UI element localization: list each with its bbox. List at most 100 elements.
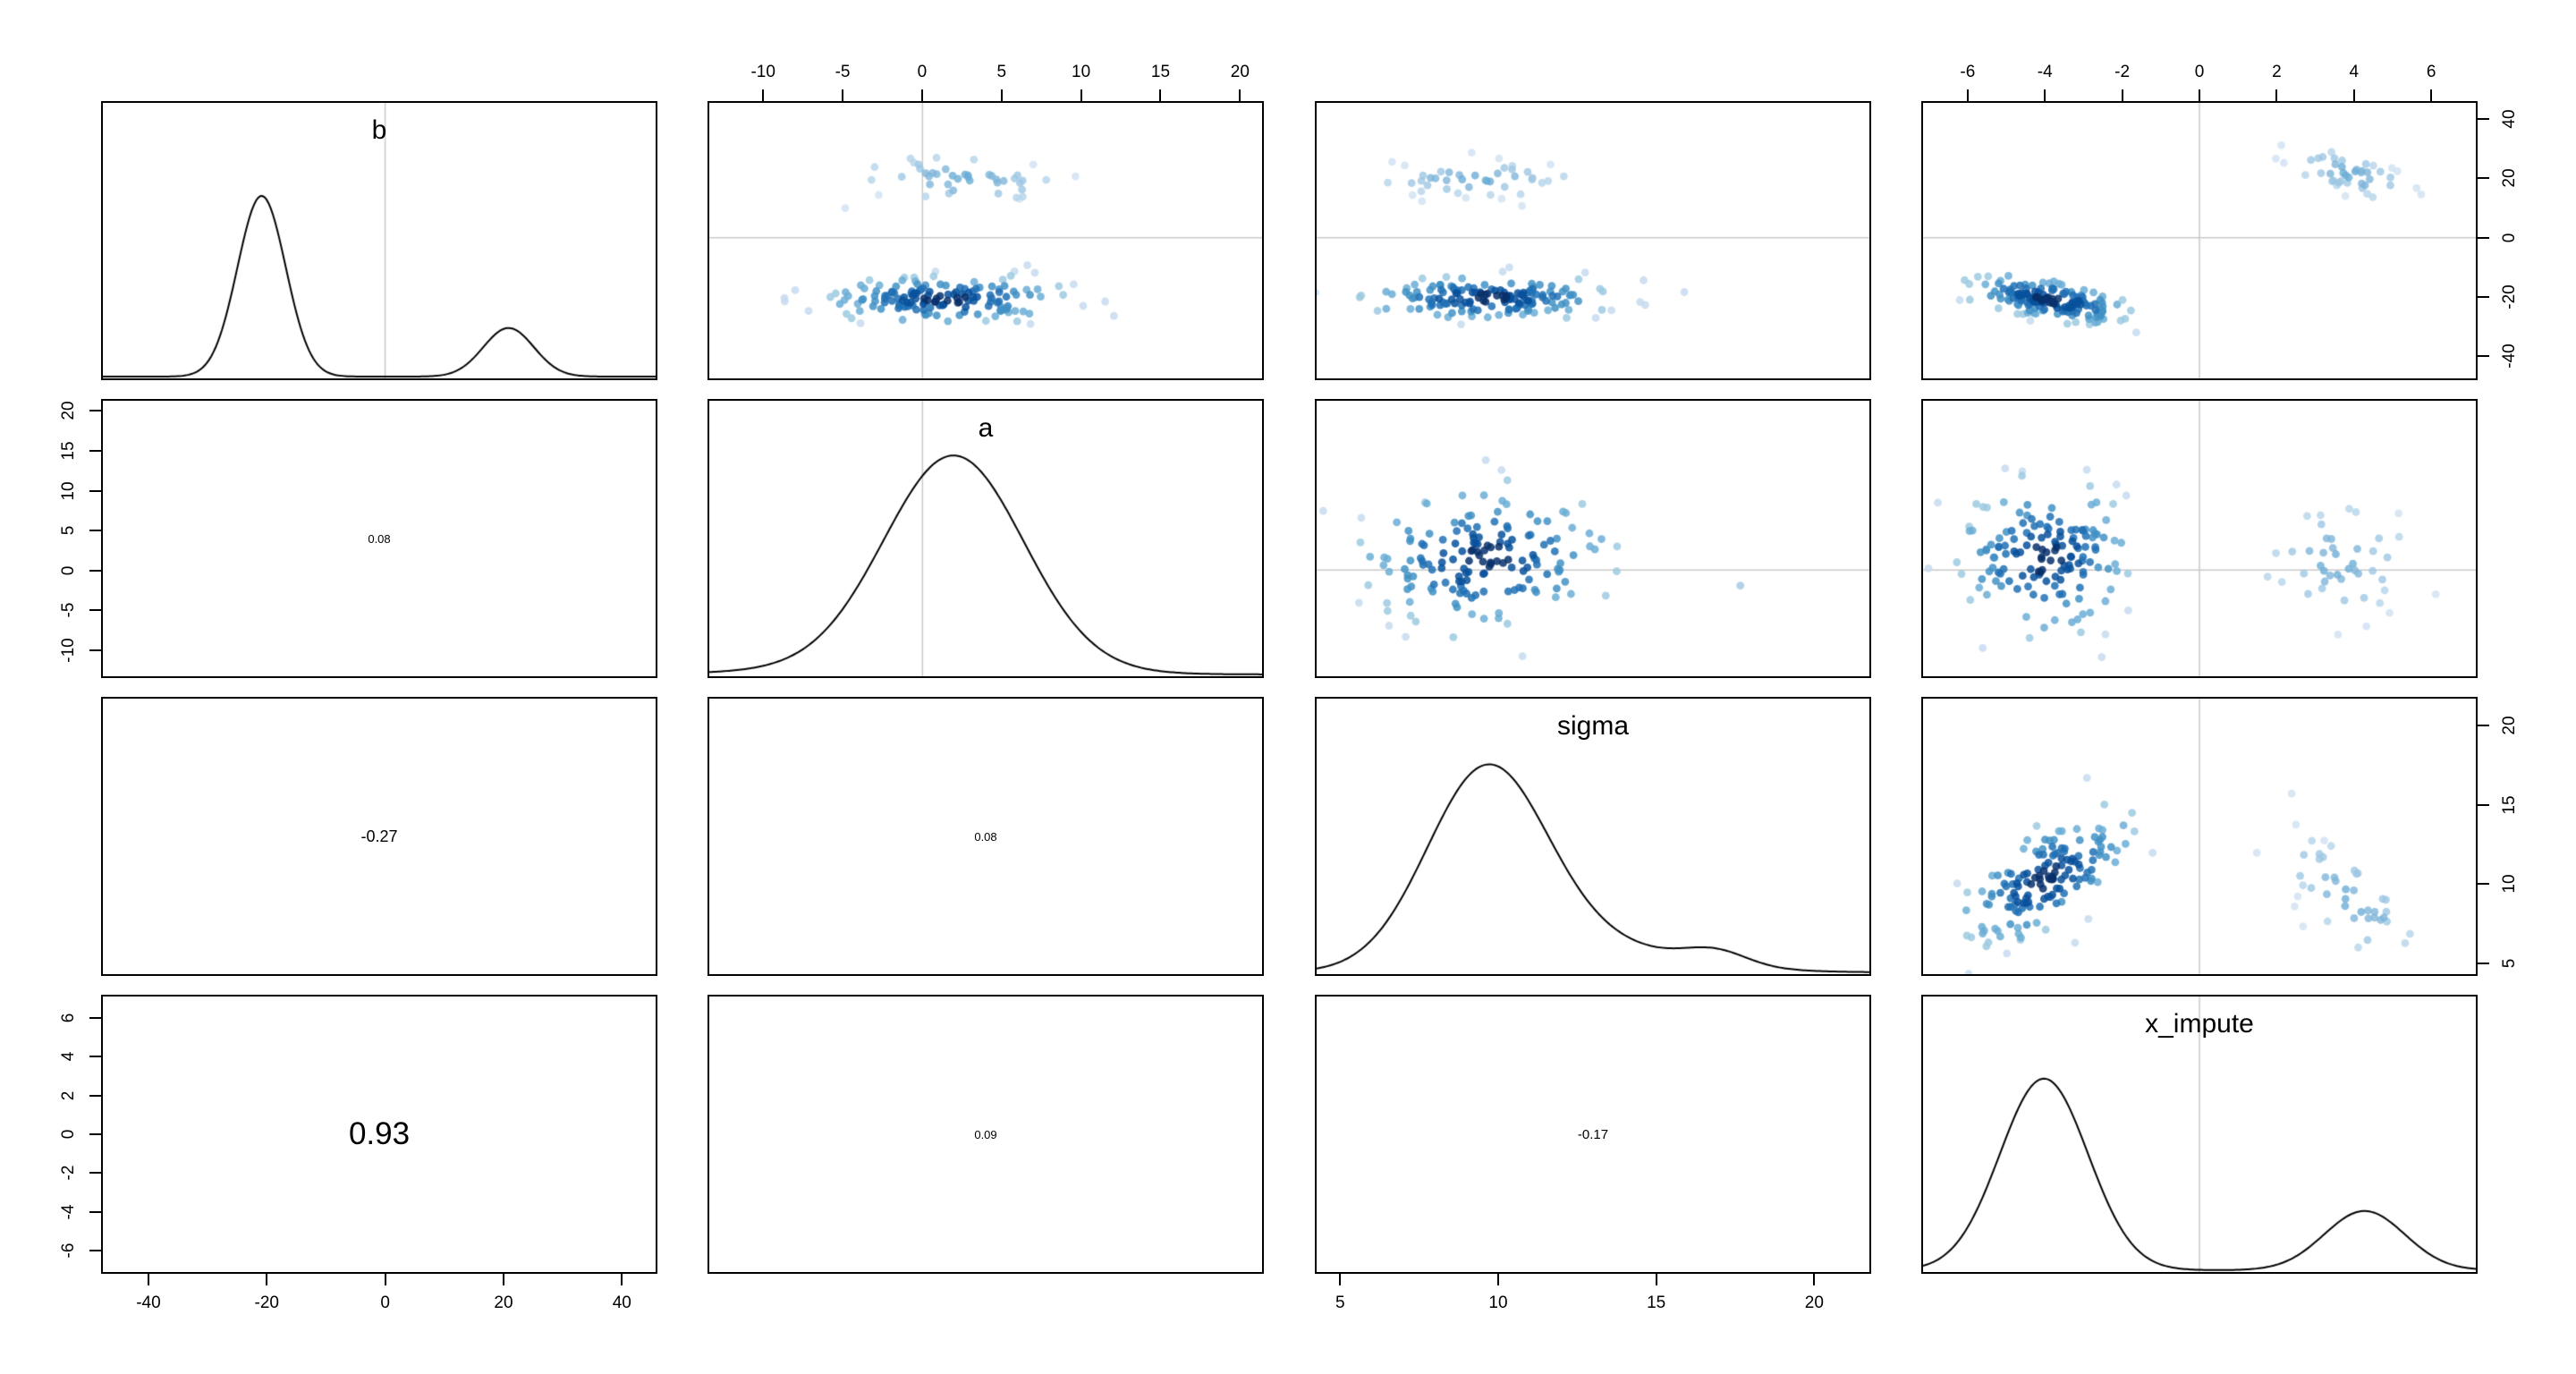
right-axis-tick-sigma xyxy=(2478,962,2489,964)
right-axis-tick-b xyxy=(2478,117,2489,120)
left-axis-label-a: 0 xyxy=(59,565,78,575)
top-axis-label-x_impute: 2 xyxy=(2272,63,2282,81)
scatter-canvas-b-vs-a xyxy=(709,103,1262,378)
correlation-value-sigma-b: -0.27 xyxy=(360,827,398,845)
bottom-axis-tick-sigma xyxy=(1655,1274,1657,1285)
left-axis-tick-a xyxy=(89,569,101,572)
top-axis-label-a: -10 xyxy=(750,63,775,81)
corr-wrap-sigma-b: -0.27 xyxy=(103,699,656,974)
top-axis-label-a: 15 xyxy=(1150,63,1171,81)
bottom-axis-label-sigma: 10 xyxy=(1488,1293,1508,1312)
corr-wrap-x_impute-a: 0.09 xyxy=(709,997,1262,1272)
right-axis-tick-b xyxy=(2478,296,2489,299)
var-label-sigma: sigma xyxy=(1556,711,1630,741)
bottom-axis-label-b: 40 xyxy=(612,1293,631,1312)
diag-panel-x_impute: x_impute xyxy=(1921,995,2478,1274)
corr-panel-x_impute-b: 0.93 xyxy=(101,995,657,1274)
top-axis-label-a: 0 xyxy=(917,63,928,81)
bottom-axis-label-sigma: 5 xyxy=(1335,1293,1345,1312)
top-axis-tick-a xyxy=(1000,89,1003,101)
top-axis-tick-a xyxy=(920,89,923,101)
right-axis-label-b: 0 xyxy=(2500,233,2519,242)
corr-wrap-a-b: 0.08 xyxy=(103,401,656,676)
right-axis-label-b: -40 xyxy=(2500,344,2519,369)
left-axis-label-x_impute: 2 xyxy=(59,1090,78,1100)
density-canvas-b xyxy=(103,103,656,378)
left-axis-label-a: 10 xyxy=(59,480,78,501)
top-axis-tick-a xyxy=(1080,89,1082,101)
left-axis-tick-x_impute xyxy=(89,1210,101,1213)
left-axis-tick-a xyxy=(89,609,101,612)
bottom-axis-label-b: 20 xyxy=(494,1293,513,1312)
scatter-canvas-b-vs-sigma xyxy=(1317,103,1869,378)
top-axis-tick-a xyxy=(1239,89,1241,101)
left-axis-label-a: 5 xyxy=(59,525,78,536)
right-axis-label-sigma: 5 xyxy=(2500,958,2519,969)
bottom-axis-tick-b xyxy=(621,1274,623,1285)
right-axis-label-b: 40 xyxy=(2500,109,2519,129)
scatter-canvas-a-vs-x_impute xyxy=(1923,401,2476,676)
left-axis-label-x_impute: 0 xyxy=(59,1129,78,1140)
left-axis-tick-a xyxy=(89,489,101,492)
left-axis-tick-a xyxy=(89,410,101,412)
scatter-canvas-a-vs-sigma xyxy=(1317,401,1869,676)
scatter-canvas-b-vs-x_impute xyxy=(1923,103,2476,378)
top-axis-tick-x_impute xyxy=(2121,89,2123,101)
top-axis-tick-a xyxy=(1159,89,1162,101)
density-canvas-sigma xyxy=(1317,699,1869,974)
top-axis-label-x_impute: -2 xyxy=(2114,63,2131,81)
corr-wrap-x_impute-sigma: -0.17 xyxy=(1317,997,1869,1272)
bottom-axis-label-sigma: 15 xyxy=(1647,1293,1666,1312)
top-axis-label-a: 5 xyxy=(996,63,1007,81)
left-axis-label-x_impute: 6 xyxy=(59,1013,78,1023)
bottom-axis-label-sigma: 20 xyxy=(1804,1293,1824,1312)
var-label-b: b xyxy=(371,115,387,145)
scatter-canvas-sigma-vs-x_impute xyxy=(1923,699,2476,974)
bottom-axis-tick-b xyxy=(384,1274,386,1285)
bottom-axis-tick-b xyxy=(502,1274,504,1285)
density-canvas-a xyxy=(709,401,1262,676)
corr-panel-sigma-b: -0.27 xyxy=(101,697,657,976)
corr-panel-sigma-a: 0.08 xyxy=(708,697,1264,976)
corr-wrap-x_impute-b: 0.93 xyxy=(103,997,656,1272)
left-axis-label-a: -10 xyxy=(59,638,78,663)
correlation-value-x_impute-b: 0.93 xyxy=(348,1116,411,1151)
right-axis-tick-b xyxy=(2478,177,2489,180)
top-axis-tick-a xyxy=(762,89,765,101)
bottom-axis-label-b: -40 xyxy=(136,1293,161,1312)
left-axis-label-x_impute: -6 xyxy=(59,1243,78,1259)
left-axis-label-a: 20 xyxy=(59,401,78,420)
bottom-axis-label-b: 0 xyxy=(380,1293,390,1312)
scatter-panel-a-vs-x_impute xyxy=(1921,399,2478,678)
right-axis-tick-sigma xyxy=(2478,883,2489,886)
corr-panel-x_impute-sigma: -0.17 xyxy=(1315,995,1871,1274)
right-axis-tick-sigma xyxy=(2478,724,2489,726)
density-canvas-x_impute xyxy=(1923,997,2476,1272)
right-axis-tick-b xyxy=(2478,236,2489,239)
corr-wrap-sigma-a: 0.08 xyxy=(709,699,1262,974)
right-axis-label-sigma: 15 xyxy=(2500,794,2519,815)
right-axis-label-b: -20 xyxy=(2500,284,2519,310)
right-axis-tick-b xyxy=(2478,355,2489,358)
scatter-panel-b-vs-sigma xyxy=(1315,101,1871,380)
scatter-panel-sigma-vs-x_impute xyxy=(1921,697,2478,976)
scatter-panel-b-vs-a xyxy=(708,101,1264,380)
right-axis-label-sigma: 20 xyxy=(2500,716,2519,735)
diag-panel-sigma: sigma xyxy=(1315,697,1871,976)
bottom-axis-tick-b xyxy=(266,1274,268,1285)
top-axis-tick-x_impute xyxy=(2044,89,2046,101)
top-axis-tick-a xyxy=(842,89,844,101)
bottom-axis-tick-b xyxy=(147,1274,149,1285)
top-axis-tick-x_impute xyxy=(2275,89,2278,101)
top-axis-label-x_impute: 0 xyxy=(2194,63,2205,81)
bottom-axis-tick-sigma xyxy=(1813,1274,1816,1285)
correlation-value-x_impute-sigma: -0.17 xyxy=(1577,1126,1609,1142)
var-label-a: a xyxy=(978,413,994,443)
left-axis-tick-x_impute xyxy=(89,1133,101,1135)
left-axis-tick-x_impute xyxy=(89,1172,101,1175)
left-axis-label-a: 15 xyxy=(59,441,78,461)
right-axis-tick-sigma xyxy=(2478,803,2489,806)
bottom-axis-tick-sigma xyxy=(1339,1274,1342,1285)
var-label-x_impute: x_impute xyxy=(2145,1009,2254,1039)
scatter-panel-a-vs-sigma xyxy=(1315,399,1871,678)
